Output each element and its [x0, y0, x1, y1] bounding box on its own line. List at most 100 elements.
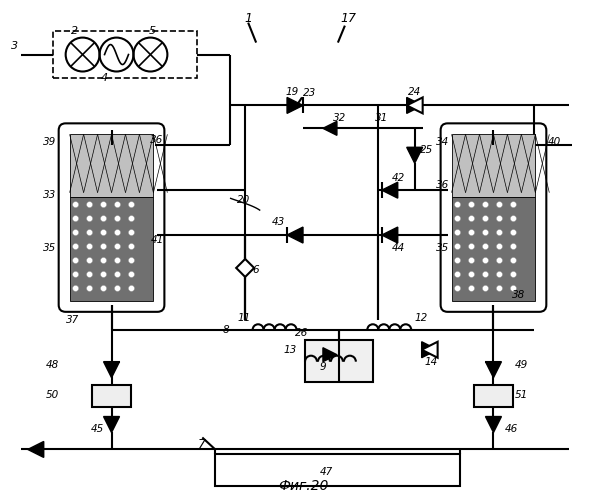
Text: 25: 25 [420, 146, 433, 156]
Text: 7: 7 [198, 438, 206, 451]
Text: 1: 1 [244, 12, 252, 25]
Text: 47: 47 [320, 468, 333, 477]
Text: 6: 6 [252, 265, 259, 275]
Circle shape [115, 272, 121, 278]
Circle shape [454, 202, 461, 207]
Text: 48: 48 [45, 360, 59, 370]
Circle shape [128, 230, 135, 235]
Circle shape [87, 216, 93, 222]
Circle shape [101, 216, 107, 222]
Circle shape [73, 258, 79, 264]
Text: 13: 13 [283, 344, 296, 354]
Text: 32: 32 [333, 114, 346, 124]
Circle shape [115, 230, 121, 235]
Text: 23: 23 [303, 88, 316, 99]
Text: 34: 34 [436, 138, 449, 147]
Circle shape [468, 216, 474, 222]
Text: 43: 43 [272, 217, 285, 227]
Circle shape [496, 286, 502, 292]
Circle shape [510, 216, 516, 222]
Circle shape [468, 286, 474, 292]
Circle shape [454, 258, 461, 264]
Circle shape [115, 286, 121, 292]
Circle shape [496, 202, 502, 207]
Text: 26: 26 [295, 328, 308, 338]
Circle shape [101, 230, 107, 235]
Text: 17: 17 [340, 12, 356, 25]
Polygon shape [104, 362, 119, 378]
Bar [451, 196, 535, 301]
Polygon shape [28, 442, 44, 458]
Circle shape [87, 258, 93, 264]
Bar [53, 30, 198, 78]
Polygon shape [323, 122, 337, 136]
Bar [70, 134, 153, 196]
FancyBboxPatch shape [59, 124, 164, 312]
Text: 35: 35 [436, 243, 449, 253]
Circle shape [454, 286, 461, 292]
Bar [215, 454, 459, 486]
Text: 50: 50 [45, 390, 59, 400]
FancyBboxPatch shape [441, 124, 547, 312]
Text: 51: 51 [514, 390, 528, 400]
Circle shape [115, 258, 121, 264]
Circle shape [128, 272, 135, 278]
Text: 3: 3 [11, 40, 18, 50]
Polygon shape [287, 98, 303, 114]
Circle shape [496, 244, 502, 250]
Circle shape [128, 244, 135, 250]
Text: 31: 31 [375, 114, 388, 124]
Circle shape [87, 244, 93, 250]
Text: 36: 36 [436, 180, 449, 190]
Circle shape [482, 230, 488, 235]
Polygon shape [422, 342, 438, 357]
Circle shape [468, 258, 474, 264]
Circle shape [468, 272, 474, 278]
Bar [70, 196, 153, 301]
Text: 45: 45 [90, 424, 104, 434]
Circle shape [128, 286, 135, 292]
Polygon shape [407, 148, 422, 163]
Circle shape [454, 216, 461, 222]
Text: 19: 19 [285, 88, 298, 98]
Text: 20: 20 [237, 195, 250, 205]
Circle shape [87, 272, 93, 278]
Text: 2: 2 [71, 26, 78, 36]
Bar [451, 134, 535, 196]
Circle shape [468, 230, 474, 235]
Circle shape [510, 286, 516, 292]
Circle shape [482, 244, 488, 250]
Text: 38: 38 [513, 290, 525, 300]
Circle shape [101, 286, 107, 292]
Circle shape [128, 216, 135, 222]
Polygon shape [323, 348, 337, 362]
Text: 5: 5 [148, 26, 156, 36]
Polygon shape [236, 259, 254, 277]
Circle shape [454, 244, 461, 250]
Polygon shape [407, 98, 422, 114]
Bar [92, 384, 132, 406]
Circle shape [87, 230, 93, 235]
Text: 11: 11 [237, 313, 250, 323]
Circle shape [115, 216, 121, 222]
Polygon shape [287, 227, 303, 243]
Circle shape [101, 272, 107, 278]
Circle shape [73, 202, 79, 207]
Circle shape [73, 286, 79, 292]
Circle shape [482, 258, 488, 264]
Circle shape [496, 272, 502, 278]
Circle shape [510, 202, 516, 207]
Polygon shape [407, 98, 422, 114]
Circle shape [468, 244, 474, 250]
Circle shape [468, 202, 474, 207]
Circle shape [73, 216, 79, 222]
Text: 42: 42 [391, 173, 405, 183]
Text: 46: 46 [504, 424, 518, 434]
Circle shape [454, 272, 461, 278]
Circle shape [482, 286, 488, 292]
Text: 24: 24 [408, 88, 421, 98]
Circle shape [73, 272, 79, 278]
Text: 44: 44 [391, 243, 405, 253]
Circle shape [496, 230, 502, 235]
Circle shape [73, 230, 79, 235]
